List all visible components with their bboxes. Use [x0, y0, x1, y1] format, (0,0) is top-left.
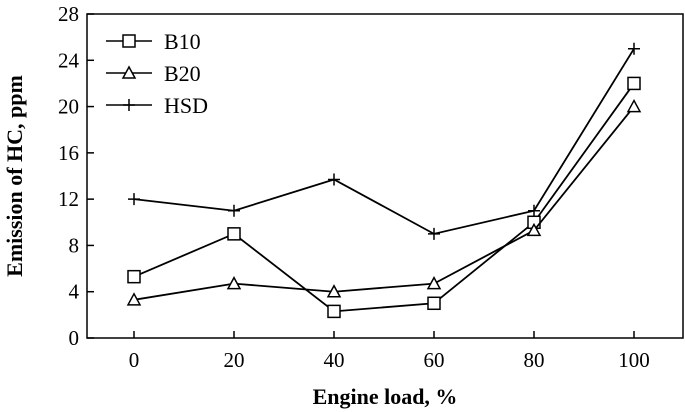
b20-point: [626, 99, 642, 113]
series-layer: [126, 42, 642, 319]
legend-label: HSD: [164, 93, 208, 118]
x-tick-label: 20: [224, 348, 245, 372]
b10-point: [127, 269, 141, 284]
b20-point: [326, 284, 342, 298]
series-line-b10: [133, 82, 635, 313]
legend-item-b20: B20: [106, 61, 201, 86]
x-tick-label: 0: [129, 348, 140, 372]
legend-item-b10: B10: [106, 29, 201, 54]
legend-hsd-point: [123, 99, 135, 111]
y-tick-label: 12: [58, 187, 79, 211]
y-tick-label: 28: [58, 2, 79, 26]
y-tick-label: 4: [69, 280, 80, 304]
y-tick-label: 24: [58, 48, 80, 72]
x-tick-label: 60: [424, 348, 445, 372]
series-line-hsd: [133, 48, 635, 235]
y-tick-label: 0: [69, 326, 80, 350]
y-axis-ticks: 0 4 8 12 16 20 24 28: [58, 2, 94, 350]
axes: [86, 13, 684, 339]
hsd-point: [128, 193, 140, 206]
series-b10: [127, 76, 641, 319]
b10-point: [627, 76, 641, 91]
y-tick-label: 16: [58, 141, 79, 165]
b20-point: [226, 276, 242, 290]
b10-point: [427, 296, 441, 311]
x-tick-label: 100: [618, 348, 650, 372]
x-axis-ticks: 0 20 40 60 80 100: [129, 331, 650, 372]
b20-point: [426, 276, 442, 290]
series-hsd: [128, 42, 640, 240]
b10-point: [227, 227, 241, 241]
b20-point: [526, 222, 542, 237]
series-line-b20: [133, 106, 635, 301]
hsd-point: [228, 204, 240, 217]
legend: B10 B20 HSD: [106, 29, 208, 118]
legend-b10-point: [122, 34, 136, 48]
y-axis-title: Emission of HC, ppm: [2, 75, 27, 277]
plot-frame: [86, 13, 684, 339]
hsd-point: [428, 227, 440, 240]
b10-point: [327, 304, 341, 319]
legend-b20-point: [121, 65, 137, 79]
y-tick-label: 20: [58, 95, 79, 119]
legend-label: B20: [164, 61, 201, 86]
y-tick-label: 8: [69, 233, 80, 257]
b20-point: [126, 292, 142, 306]
x-tick-label: 80: [524, 348, 545, 372]
x-axis-title: Engine load, %: [313, 384, 458, 409]
hsd-point: [328, 173, 340, 186]
x-tick-label: 40: [324, 348, 345, 372]
series-b20: [126, 99, 642, 306]
legend-label: B10: [164, 29, 201, 54]
legend-item-hsd: HSD: [106, 93, 208, 118]
hsd-point: [528, 204, 540, 217]
hsd-point: [628, 42, 640, 55]
